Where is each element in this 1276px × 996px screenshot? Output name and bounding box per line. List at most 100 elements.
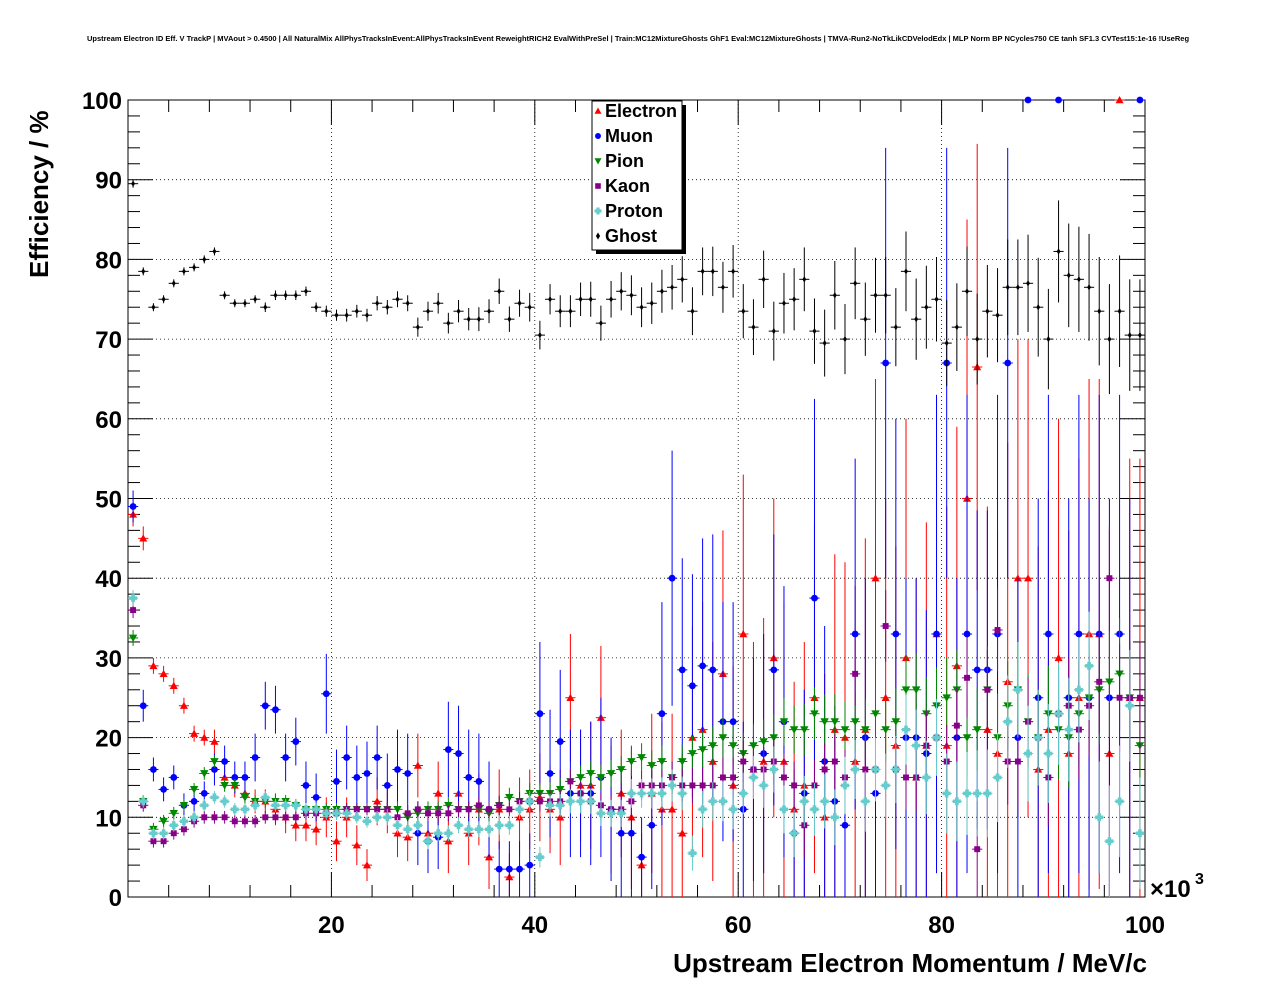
- marker: [149, 661, 158, 670]
- marker: [515, 805, 524, 814]
- marker: [282, 814, 289, 821]
- marker: [526, 861, 534, 869]
- marker: [273, 292, 278, 299]
- proton-point: [128, 590, 139, 607]
- ghost-point: [321, 305, 332, 317]
- marker: [220, 782, 229, 790]
- marker: [292, 814, 299, 821]
- marker: [220, 797, 229, 806]
- marker: [680, 276, 685, 283]
- marker: [831, 758, 838, 765]
- marker: [456, 308, 461, 315]
- marker: [253, 296, 258, 303]
- marker: [465, 806, 472, 813]
- ghost-point: [768, 301, 779, 361]
- pion-point: [809, 687, 820, 740]
- marker: [934, 296, 939, 303]
- proton-point: [300, 802, 312, 816]
- marker: [1046, 335, 1051, 343]
- ghost-point: [585, 281, 596, 317]
- y-tick-label: 70: [95, 327, 122, 354]
- kaon-point: [961, 637, 973, 718]
- pion-point: [1104, 626, 1115, 738]
- marker: [516, 865, 523, 873]
- marker: [159, 829, 168, 838]
- marker: [1044, 749, 1053, 758]
- proton-point: [453, 817, 464, 834]
- marker: [211, 766, 218, 773]
- marker: [617, 829, 625, 837]
- marker: [1087, 284, 1091, 291]
- ghost-point: [361, 308, 373, 322]
- x-tick-label: 40: [521, 912, 548, 939]
- marker: [485, 825, 494, 834]
- marker: [161, 296, 166, 303]
- marker: [973, 666, 981, 674]
- marker: [301, 805, 310, 814]
- muon-point: [453, 705, 464, 802]
- proton-point: [473, 821, 484, 838]
- ghost-point: [1124, 279, 1135, 391]
- proton-point: [677, 776, 688, 811]
- proton-point: [1012, 641, 1023, 738]
- marker: [790, 829, 799, 838]
- ghost-point: [189, 263, 200, 272]
- x-tick-label: 100: [1125, 912, 1165, 939]
- marker: [1105, 837, 1114, 846]
- proton-point: [311, 802, 322, 816]
- pion-point: [239, 790, 251, 804]
- marker: [627, 789, 636, 798]
- marker: [1136, 96, 1144, 104]
- marker: [566, 797, 575, 806]
- legend-entry-kaon: Kaon: [595, 176, 650, 196]
- ghost-point: [382, 300, 393, 315]
- marker: [445, 810, 452, 817]
- marker: [1074, 685, 1083, 694]
- ghost-point: [646, 282, 657, 324]
- kaon-point: [260, 810, 271, 824]
- pion-point: [605, 759, 617, 788]
- pion-point: [789, 705, 800, 754]
- marker: [1066, 272, 1071, 279]
- marker: [769, 765, 778, 774]
- proton-point: [372, 810, 383, 824]
- marker: [606, 770, 616, 778]
- ghost-point: [951, 283, 962, 371]
- ghost-point: [677, 256, 688, 303]
- marker: [718, 734, 728, 742]
- proton-point: [433, 825, 444, 842]
- marker: [261, 702, 269, 710]
- marker: [811, 594, 818, 602]
- muon-point: [148, 757, 159, 782]
- marker: [617, 809, 626, 818]
- marker: [322, 690, 330, 698]
- electron-point: [148, 657, 159, 674]
- marker: [699, 662, 707, 670]
- muon-point: [250, 733, 261, 782]
- kaon-point: [880, 590, 891, 662]
- marker: [1117, 308, 1122, 315]
- proton-point: [809, 783, 820, 836]
- pion-point: [870, 681, 881, 746]
- kaon-point: [687, 767, 698, 803]
- marker: [964, 674, 970, 681]
- proton-point: [443, 825, 454, 842]
- marker: [444, 746, 452, 753]
- marker: [455, 806, 462, 813]
- proton-point: [270, 798, 281, 812]
- marker: [658, 710, 666, 718]
- marker: [342, 809, 351, 818]
- y-axis-label: Efficiency / %: [24, 110, 54, 278]
- pion-point: [819, 694, 830, 749]
- ghost-point: [565, 295, 576, 328]
- ghost-point: [799, 247, 810, 312]
- marker: [151, 304, 156, 311]
- marker: [517, 300, 522, 307]
- marker: [975, 335, 980, 343]
- marker: [1127, 331, 1132, 339]
- marker: [678, 758, 687, 766]
- marker: [464, 825, 473, 834]
- marker: [1054, 653, 1063, 662]
- legend-label-ghost: Ghost: [605, 226, 657, 246]
- marker: [495, 865, 503, 873]
